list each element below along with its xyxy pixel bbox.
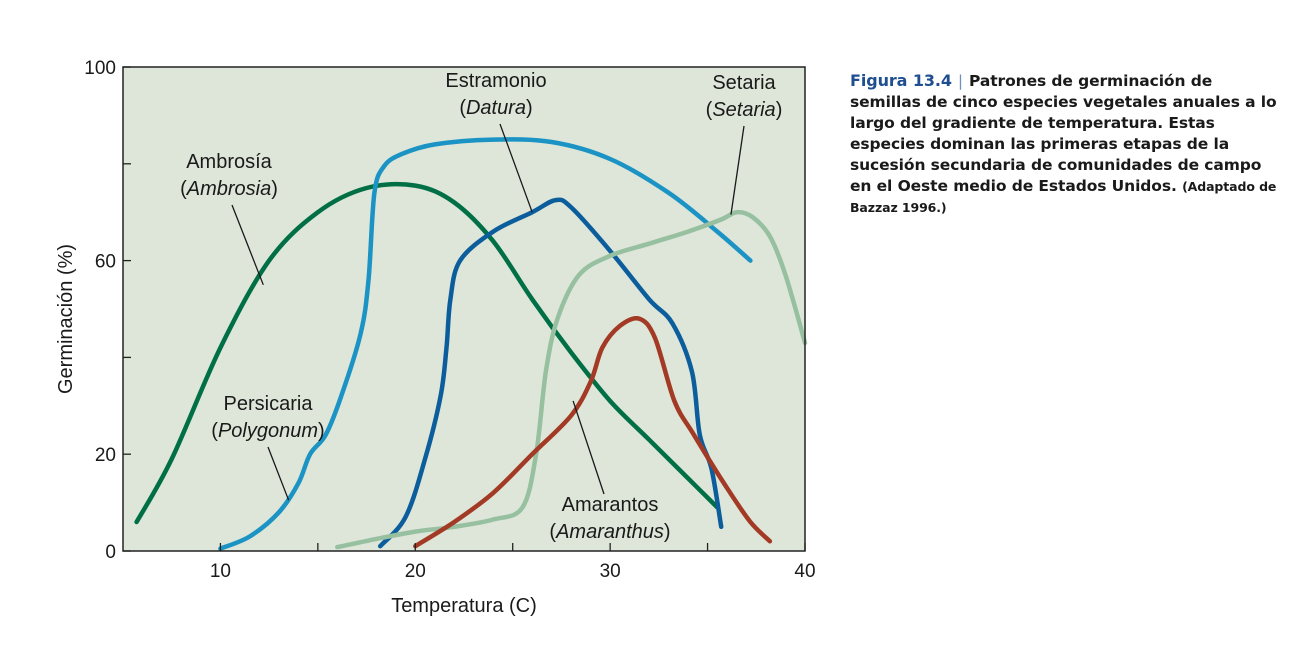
series-line-ambrosia (134, 181, 720, 525)
plot-frame (122, 66, 806, 552)
x-axis-title: Temperatura (C) (391, 595, 537, 617)
y-tick-label: 20 (95, 445, 116, 466)
annotation-amarantos-scientific-name: (Amaranthus) (549, 521, 670, 543)
annotation-setaria-scientific-name: (Setaria) (706, 99, 783, 121)
y-axis-title: Germinación (%) (55, 244, 77, 394)
series-line-persicaria (218, 137, 753, 551)
figure-label: Figura 13.4 (850, 71, 952, 90)
series-line-estramonio (377, 197, 724, 549)
annotation-setaria-leader (730, 125, 745, 215)
annotation-estramonio-scientific-name: (Datura) (459, 97, 532, 119)
figure-caption: Figura 13.4 | Patrones de germinación de s… (850, 70, 1280, 218)
annotation-persicaria-scientific-name: (Polygonum) (211, 420, 324, 442)
x-axis-ticks: 10 20 30 40 (210, 543, 816, 582)
germination-chart: 10 20 30 40 0 20 60 100 Temperatura (C) Germin… (55, 58, 816, 617)
series-curves (134, 137, 808, 551)
y-tick-label: 0 (105, 542, 116, 563)
x-tick-label: 10 (210, 561, 231, 582)
annotation-ambrosia-common-name: Ambrosía (186, 151, 272, 173)
caption-separator: | (957, 72, 964, 90)
annotation-estramonio-common-name: Estramonio (445, 70, 546, 92)
annotation-leaders (231, 123, 745, 501)
caption-source: (Adaptado de Bazzaz 1996.) (850, 179, 1277, 215)
y-axis-ticks: 0 20 60 100 (84, 58, 131, 563)
annotation-ambrosia-scientific-name: (Ambrosia) (180, 178, 278, 200)
series-annotations: Ambrosía (Ambrosia) Persicaria (Polygonum) E… (180, 70, 782, 543)
x-tick-label: 40 (794, 561, 815, 582)
annotation-persicaria-common-name: Persicaria (224, 393, 314, 415)
annotation-setaria-common-name: Setaria (712, 72, 776, 94)
x-tick-label: 20 (405, 561, 426, 582)
y-tick-label: 60 (95, 252, 116, 273)
plot-area (123, 67, 805, 551)
annotation-persicaria-leader (267, 446, 290, 501)
annotation-amarantos-leader (572, 400, 605, 495)
series-line-amarantos (413, 315, 773, 549)
x-tick-label: 30 (600, 561, 621, 582)
annotation-estramonio-leader (499, 123, 533, 213)
series-line-setaria (335, 209, 808, 550)
caption-text: Patrones de germinación de semillas de c… (850, 72, 1277, 195)
plot-border (122, 66, 806, 552)
annotation-amarantos-common-name: Amarantos (562, 494, 659, 516)
annotation-ambrosia-leader (231, 204, 264, 286)
y-tick-label: 100 (84, 58, 116, 79)
